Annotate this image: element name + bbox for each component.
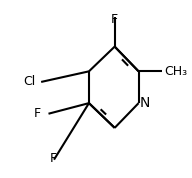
Text: Cl: Cl xyxy=(23,75,36,88)
Text: CH₃: CH₃ xyxy=(164,65,187,78)
Text: F: F xyxy=(50,152,57,165)
Text: N: N xyxy=(140,96,150,110)
Text: F: F xyxy=(111,13,118,26)
Text: F: F xyxy=(34,107,41,120)
